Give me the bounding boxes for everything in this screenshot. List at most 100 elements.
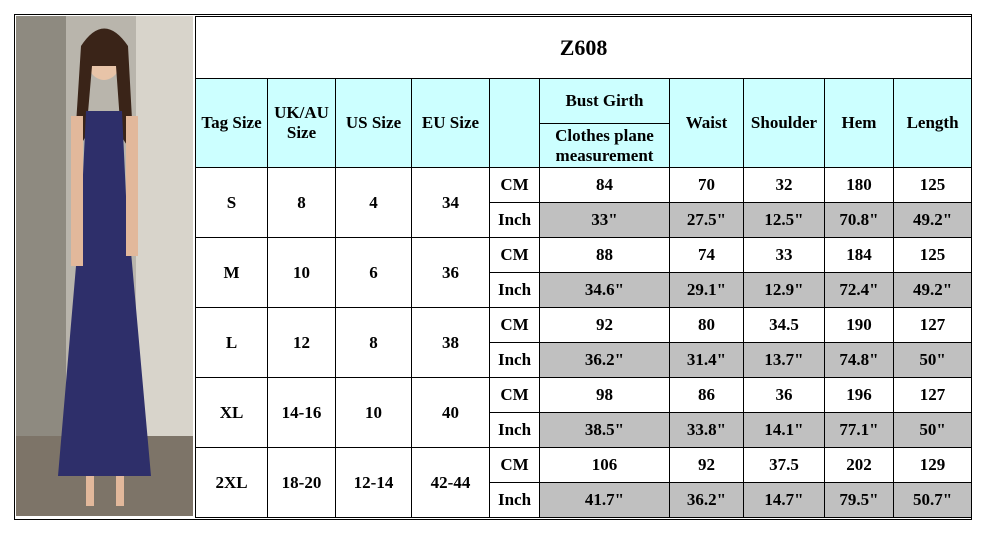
size-cell: S [195,167,268,238]
size-cell: XL [195,377,268,448]
measure-cell: 14.7" [743,482,825,518]
table-title: Z608 [194,16,973,79]
measure-cell: 33.8" [669,412,744,448]
size-cell: 8 [335,307,412,378]
model-photo [16,16,193,516]
measure-cell: 13.7" [743,342,825,378]
measure-cell: 196 [824,377,894,413]
size-cell: 6 [335,237,412,308]
measure-cell: 70 [669,167,744,203]
measure-cell: 79.5" [824,482,894,518]
measure-cell: 49.2" [892,272,973,308]
size-cell: M [195,237,268,308]
measure-cell: 34.6" [539,272,670,308]
measure-cell: 50" [892,412,973,448]
size-cell: 2XL [195,447,268,518]
size-cell: 14-16 [267,377,336,448]
measure-cell: 77.1" [824,412,894,448]
measure-cell: 12.9" [743,272,825,308]
size-cell: 42-44 [411,447,490,518]
header-cell: Shoulder [743,78,825,168]
size-cell: 10 [267,237,336,308]
measure-cell: 50" [892,342,973,378]
unit-cell: Inch [489,202,540,238]
header-cell: Tag Size [195,78,268,168]
measure-cell: 12.5" [743,202,825,238]
measure-cell: 125 [892,167,973,203]
table-row: Inch 41.7" 36.2" 14.7" 79.5" 50.7" [196,482,973,518]
measure-cell: 180 [824,167,894,203]
size-cell: 38 [411,307,490,378]
measure-cell: 32 [743,167,825,203]
measure-cell: 84 [539,167,670,203]
table-row: 2XL 18-20 12-14 42-44 CM 106 92 37.5 202 129 [195,447,973,518]
measure-cell: 184 [824,237,894,273]
measure-cell: 74 [669,237,744,273]
measure-cell: 36.2" [669,482,744,518]
measure-cell: 190 [824,307,894,343]
measure-cell: 70.8" [824,202,894,238]
measure-cell: 29.1" [669,272,744,308]
size-table: Z608 Tag Size UK/AU Size US Size EU Size Bust… [194,16,973,518]
table-row: Inch 36.2" 31.4" 13.7" 74.8" 50" [196,342,973,378]
table-row: Clothes plane measurement [196,123,972,168]
header-note: Clothes plane measurement [539,123,670,168]
measure-cell: 202 [824,447,894,483]
measure-cell: 36.2" [539,342,670,378]
unit-cell: Inch [489,272,540,308]
header-cell: UK/AU Size [267,78,336,168]
measure-cell: 31.4" [669,342,744,378]
unit-cell: Inch [489,482,540,518]
unit-cell: Inch [489,412,540,448]
measure-cell: 27.5" [669,202,744,238]
header-cell: US Size [335,78,412,168]
header-cell: EU Size [411,78,490,168]
table-row: S 8 4 34 CM 84 70 32 180 125 [195,167,973,238]
header-cell: Hem [824,78,894,168]
header-cell: Bust Girth [539,78,670,124]
header-cell [489,78,540,168]
measure-cell: 80 [669,307,744,343]
table-row: Tag Size UK/AU Size US Size EU Size Bust Gir… [195,78,973,168]
table-row: Inch 33" 27.5" 12.5" 70.8" 49.2" [196,202,973,238]
size-cell: 4 [335,167,412,238]
header-cell: Length [892,78,973,168]
measure-cell: 36 [743,377,825,413]
table-row: Inch 34.6" 29.1" 12.9" 72.4" 49.2" [196,272,973,308]
measure-cell: 125 [892,237,973,273]
measure-cell: 86 [669,377,744,413]
unit-cell: CM [489,307,540,343]
measure-cell: 37.5 [743,447,825,483]
table-row: L 12 8 38 CM 92 80 34.5 190 127 [195,307,973,378]
measure-cell: 33 [743,237,825,273]
measure-cell: 129 [892,447,973,483]
measure-cell: 50.7" [892,482,973,518]
unit-cell: CM [489,167,540,203]
measure-cell: 74.8" [824,342,894,378]
measure-cell: 72.4" [824,272,894,308]
measure-cell: 49.2" [892,202,973,238]
size-cell: L [195,307,268,378]
measure-cell: 14.1" [743,412,825,448]
measure-cell: 92 [539,307,670,343]
measure-cell: 88 [539,237,670,273]
measure-cell: 92 [669,447,744,483]
measure-cell: 106 [539,447,670,483]
measure-cell: 98 [539,377,670,413]
unit-cell: Inch [489,342,540,378]
unit-cell: CM [489,377,540,413]
measure-cell: 41.7" [539,482,670,518]
size-cell: 10 [335,377,412,448]
measure-cell: 38.5" [539,412,670,448]
table-row: M 10 6 36 CM 88 74 33 184 125 [195,237,973,308]
table-row: Z608 [194,16,973,79]
size-cell: 36 [411,237,490,308]
measure-cell: 34.5 [743,307,825,343]
size-cell: 12-14 [335,447,412,518]
size-cell: 18-20 [267,447,336,518]
measure-cell: 127 [892,307,973,343]
size-cell: 40 [411,377,490,448]
table-row: XL 14-16 10 40 CM 98 86 36 196 127 [195,377,973,448]
size-cell: 34 [411,167,490,238]
